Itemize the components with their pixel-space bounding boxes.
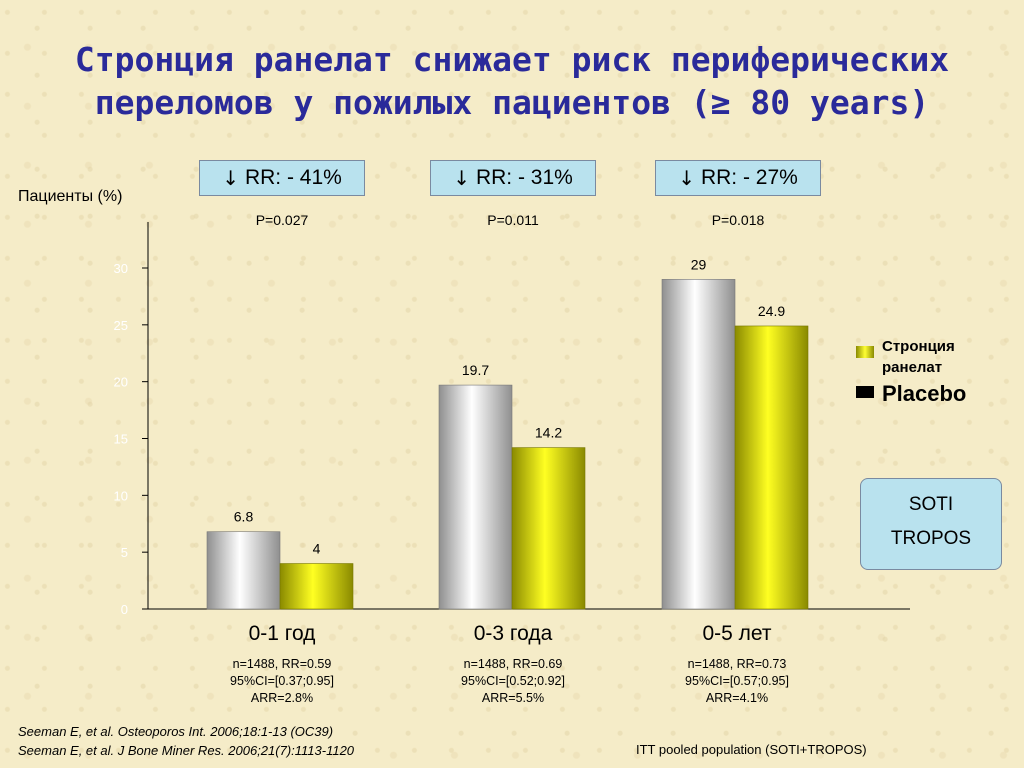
p-value-1: P=0.027 [255,212,309,228]
reference-1: Seeman E, et al. Osteoporos Int. 2006;18… [18,724,334,739]
bar-placebo [206,531,281,610]
stats-arr: ARR=5.5% [481,691,545,705]
reference-2: Seeman E, et al. J Bone Miner Res. 2006;… [18,743,355,758]
stats-ci: 95%CI=[0.52;0.92] [461,674,565,688]
rr-text: RR: - 27% [700,166,798,189]
stats-n-rr: n=1488, RR=0.59 [232,657,332,671]
y-tick-label: 30 [114,261,128,276]
bar-placebo [438,384,513,610]
stats-n-rr: n=1488, RR=0.73 [687,657,787,671]
bar-placebo [661,279,736,610]
stats-arr: ARR=4.1% [705,691,769,705]
rr-box-1: ↓ RR: - 41% [199,160,365,196]
y-tick-label: 20 [114,375,128,390]
legend: Стронция ранелат Placebo [856,336,992,408]
group-stats-2: n=1488, RR=0.69 95%CI=[0.52;0.92] ARR=5.… [403,656,623,707]
y-tick-label: 15 [114,432,128,447]
arrow-down-icon: ↓ [678,166,695,190]
legend-item-placebo: Placebo [856,378,992,408]
rr-box-2: ↓ RR: - 31% [430,160,596,196]
p-value-3: P=0.018 [711,212,765,228]
study-tropos: TROPOS [890,528,972,549]
group-stats-3: n=1488, RR=0.73 95%CI=[0.57;0.95] ARR=4.… [627,656,847,707]
legend-label-placebo: Placebo [882,381,967,406]
arrow-down-icon: ↓ [222,166,239,190]
legend-label-strontium: Стронция ранелат [882,338,955,376]
y-axis-label: Пациенты (%) [18,188,123,205]
y-tick-label: 5 [121,545,128,560]
y-tick-label: 25 [114,318,128,333]
slide-title: Стронция ранелат снижает риск перифериче… [0,38,1024,124]
group-label-2: 0-3 года [473,622,553,645]
stats-ci: 95%CI=[0.37;0.95] [230,674,334,688]
group-label-3: 0-5 лет [702,622,772,645]
rr-box-3: ↓ RR: - 27% [655,160,821,196]
data-label: 19.7 [462,362,489,378]
arrow-down-icon: ↓ [453,166,470,190]
stats-n-rr: n=1488, RR=0.69 [463,657,563,671]
data-label: 24.9 [758,303,785,319]
data-label: 29 [691,256,707,272]
stats-ci: 95%CI=[0.57;0.95] [685,674,789,688]
rr-text: RR: - 31% [475,166,573,189]
legend-swatch-strontium [856,346,874,358]
study-box: SOTI TROPOS [860,478,1002,570]
stats-arr: ARR=2.8% [250,691,314,705]
title-line-2: переломов у пожилых пациентов (≥ 80 year… [94,83,930,122]
y-tick-label: 0 [121,602,128,617]
data-label: 4 [313,541,321,557]
y-tick-label: 10 [114,488,128,503]
group-label-1: 0-1 год [248,622,316,645]
study-soti: SOTI [908,494,954,515]
bar-strontium [511,447,586,610]
bar-strontium [279,563,354,610]
rr-text: RR: - 41% [244,166,342,189]
legend-swatch-placebo [856,386,874,398]
population-note: ITT pooled population (SOTI+TROPOS) [636,742,867,757]
legend-item-strontium: Стронция ранелат [856,336,992,378]
data-label: 6.8 [234,509,254,525]
title-line-1: Стронция ранелат снижает риск перифериче… [74,40,950,79]
references: Seeman E, et al. Osteoporos Int. 2006;18… [18,722,354,760]
bar-strontium [734,325,809,610]
group-stats-1: n=1488, RR=0.59 95%CI=[0.37;0.95] ARR=2.… [172,656,392,707]
p-value-2: P=0.011 [487,212,539,228]
data-label: 14.2 [535,425,562,441]
